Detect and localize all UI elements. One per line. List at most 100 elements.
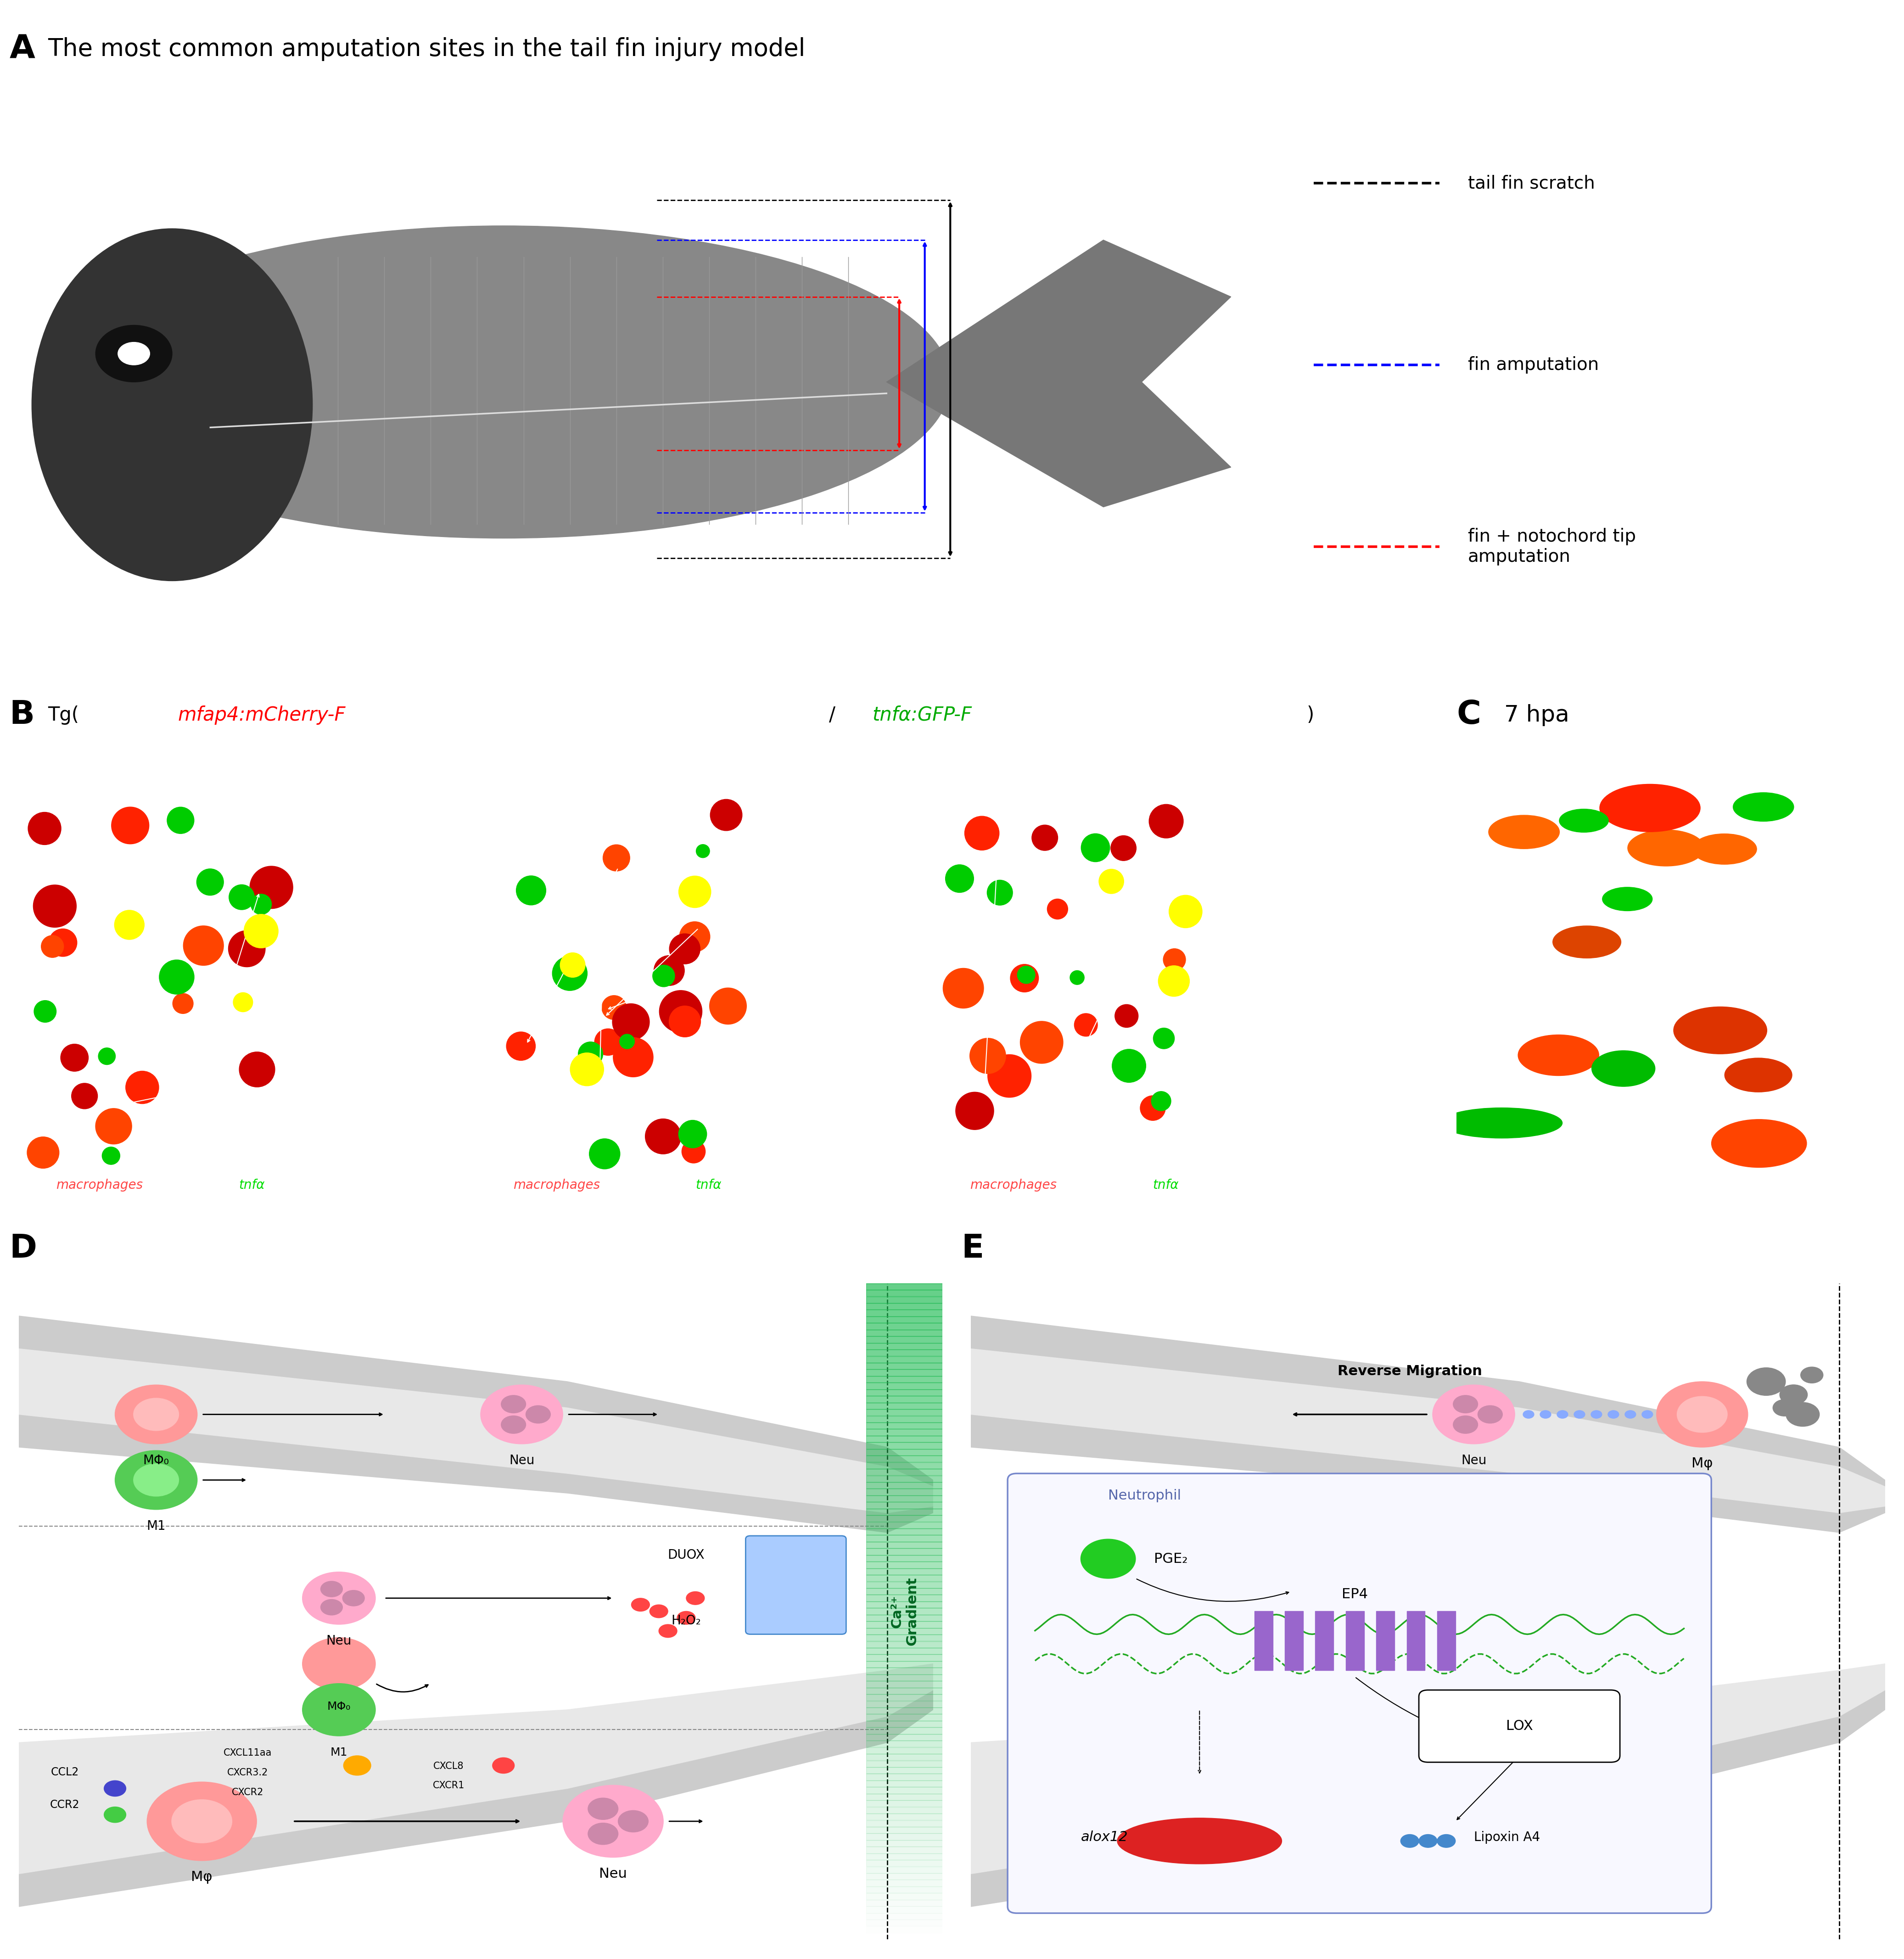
Bar	[866, 1800, 942, 1806]
Bar	[1285, 1610, 1302, 1671]
Bar	[866, 1648, 942, 1653]
Circle shape	[682, 1140, 704, 1164]
Bar	[866, 1906, 942, 1912]
Circle shape	[1624, 1410, 1636, 1418]
Circle shape	[1712, 1119, 1807, 1168]
Bar	[866, 1934, 942, 1939]
Circle shape	[1418, 1834, 1438, 1847]
Text: tnfα: tnfα	[238, 1179, 265, 1191]
Circle shape	[1746, 1367, 1786, 1395]
Circle shape	[105, 1781, 126, 1796]
Circle shape	[680, 921, 710, 952]
Circle shape	[1154, 1028, 1175, 1048]
Bar	[1407, 1610, 1424, 1671]
Text: Neutrophil: Neutrophil	[1108, 1489, 1180, 1503]
Circle shape	[1523, 1410, 1535, 1418]
Circle shape	[1074, 1013, 1097, 1036]
Circle shape	[1152, 1091, 1171, 1111]
Circle shape	[501, 1395, 526, 1412]
Circle shape	[171, 1800, 232, 1843]
Circle shape	[1438, 1834, 1455, 1847]
Circle shape	[678, 876, 710, 907]
Bar	[866, 1528, 942, 1536]
Bar	[866, 1720, 942, 1728]
Bar	[866, 1350, 942, 1356]
Circle shape	[659, 1624, 678, 1638]
Circle shape	[114, 1385, 198, 1444]
Circle shape	[645, 1119, 682, 1154]
Circle shape	[1733, 793, 1794, 821]
Bar	[866, 1675, 942, 1681]
Text: PGE₂: PGE₂	[1154, 1552, 1188, 1565]
Bar	[866, 1469, 942, 1475]
Bar	[866, 1622, 942, 1628]
Bar	[1316, 1610, 1333, 1671]
Bar	[866, 1330, 942, 1336]
Circle shape	[32, 885, 76, 927]
Bar	[866, 1514, 942, 1522]
Bar	[866, 1297, 942, 1303]
Bar	[866, 1667, 942, 1675]
Ellipse shape	[57, 225, 950, 539]
Circle shape	[1017, 966, 1036, 983]
Bar	[866, 1542, 942, 1548]
Circle shape	[72, 1083, 97, 1109]
Circle shape	[1540, 1410, 1552, 1418]
Polygon shape	[971, 1677, 1885, 1906]
Circle shape	[343, 1755, 371, 1775]
Polygon shape	[971, 1348, 1885, 1512]
Bar	[866, 1442, 942, 1450]
Text: DUOX: DUOX	[668, 1550, 704, 1561]
Circle shape	[343, 1591, 364, 1606]
Bar	[866, 1311, 942, 1316]
Text: MΦ₀: MΦ₀	[143, 1454, 169, 1467]
Text: Neu: Neu	[326, 1634, 352, 1648]
Circle shape	[588, 1824, 619, 1845]
Ellipse shape	[1441, 1107, 1563, 1138]
Bar	[866, 1867, 942, 1873]
Circle shape	[1047, 899, 1068, 919]
Bar	[866, 1681, 942, 1687]
Bar	[866, 1483, 942, 1489]
Circle shape	[604, 844, 630, 872]
Bar	[866, 1316, 942, 1322]
Circle shape	[303, 1571, 375, 1624]
Circle shape	[1140, 1095, 1165, 1121]
Bar	[866, 1853, 942, 1859]
Circle shape	[1478, 1405, 1502, 1424]
Bar	[866, 1428, 942, 1436]
Text: 7 hpa: 7 hpa	[1504, 703, 1569, 727]
Text: B: B	[10, 699, 34, 731]
Circle shape	[552, 956, 586, 991]
Ellipse shape	[1118, 1818, 1281, 1863]
Bar	[866, 1773, 942, 1781]
Circle shape	[1517, 1034, 1599, 1075]
Circle shape	[1628, 831, 1704, 866]
Text: LOX: LOX	[1506, 1720, 1533, 1734]
Text: fin + notochord tip
amputation: fin + notochord tip amputation	[1468, 527, 1636, 566]
Bar	[866, 1873, 942, 1881]
Text: fin amputation: fin amputation	[1468, 357, 1599, 374]
Bar	[866, 1781, 942, 1787]
Circle shape	[50, 929, 76, 956]
Circle shape	[1607, 1410, 1618, 1418]
Bar	[866, 1628, 942, 1634]
Circle shape	[569, 1052, 604, 1085]
Bar	[866, 1687, 942, 1695]
Bar	[866, 1416, 942, 1422]
Circle shape	[613, 1038, 653, 1077]
Text: /: /	[644, 1179, 647, 1191]
Bar	[866, 1820, 942, 1826]
Circle shape	[632, 1599, 649, 1610]
Circle shape	[160, 960, 194, 995]
Text: mfap4:mCherry-F: mfap4:mCherry-F	[177, 705, 347, 725]
Circle shape	[1011, 964, 1038, 991]
Bar	[866, 1695, 942, 1700]
Circle shape	[42, 934, 63, 958]
Circle shape	[602, 995, 626, 1019]
Bar	[866, 1634, 942, 1642]
Bar	[866, 1383, 942, 1389]
Bar	[866, 1847, 942, 1853]
Circle shape	[969, 1038, 1005, 1074]
Circle shape	[1112, 1050, 1146, 1083]
